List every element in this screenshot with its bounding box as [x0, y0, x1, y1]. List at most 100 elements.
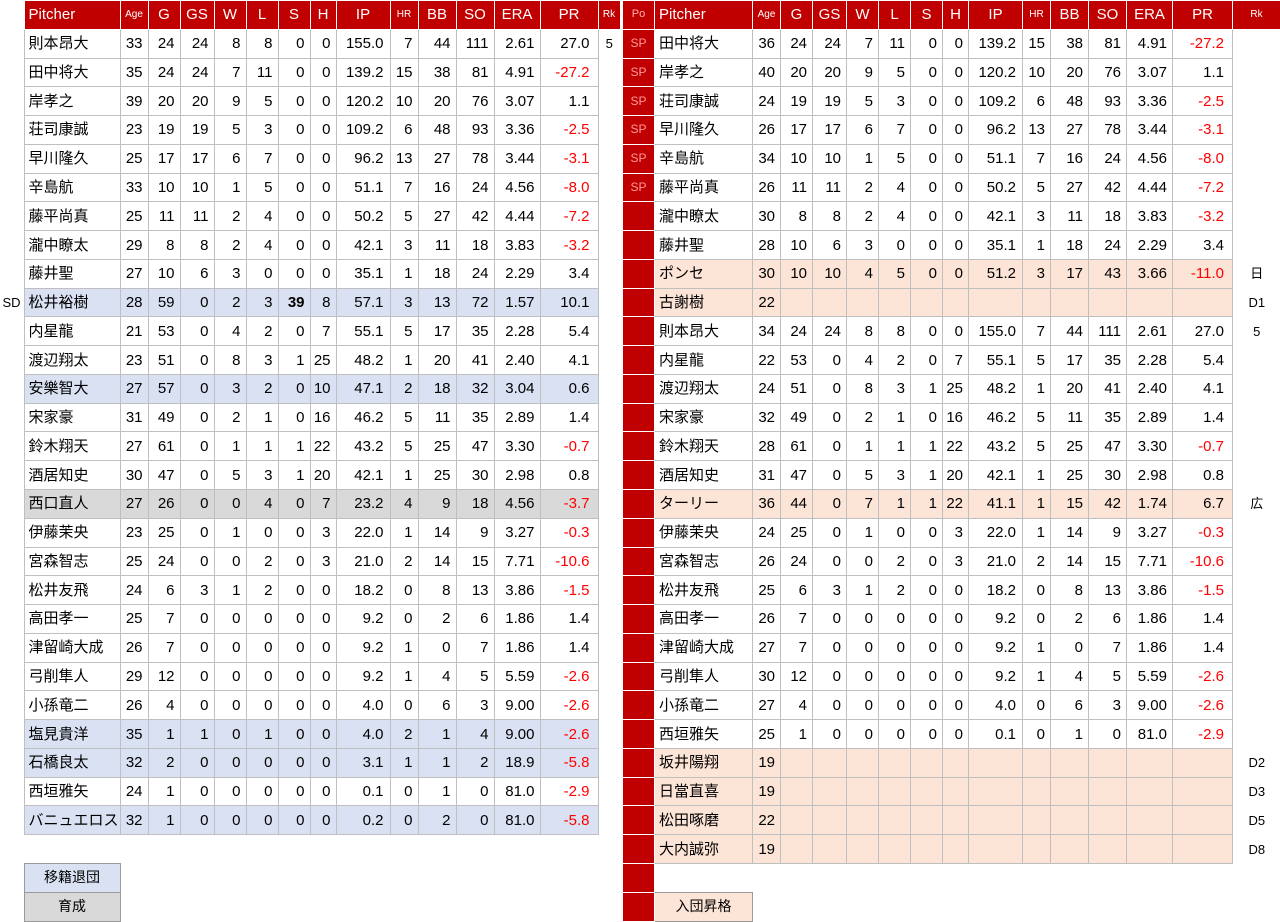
rank-note — [598, 806, 620, 835]
stat-g: 10 — [781, 231, 813, 260]
stat-ip: 41.1 — [969, 490, 1023, 519]
stat-s: 0 — [911, 231, 943, 260]
pitcher-name: 宋家豪 — [24, 403, 120, 432]
stat-hr: 3 — [390, 231, 418, 260]
stat-w: 2 — [214, 202, 246, 231]
row-side-label — [0, 691, 24, 720]
rank-note — [598, 116, 620, 145]
stat-so: 15 — [1089, 547, 1127, 576]
stat-gs: 0 — [180, 490, 214, 519]
rank-note — [598, 317, 620, 346]
stat-s: 1 — [911, 432, 943, 461]
stat-hr — [1023, 288, 1051, 317]
stat-bb — [1051, 777, 1089, 806]
stat-so: 30 — [1089, 461, 1127, 490]
stat-ip: 35.1 — [336, 259, 390, 288]
pitcher-name: 津留崎大成 — [24, 633, 120, 662]
stat-w: 1 — [214, 432, 246, 461]
stat-g: 49 — [148, 403, 180, 432]
rank-note — [598, 346, 620, 375]
stat-era: 2.98 — [1127, 461, 1173, 490]
rank-note — [1233, 87, 1280, 116]
stat-gs: 19 — [180, 116, 214, 145]
column-header-era: ERA — [1127, 1, 1173, 30]
stat-ip: 51.1 — [969, 144, 1023, 173]
stat-era — [1127, 835, 1173, 864]
column-header-s: S — [911, 1, 943, 30]
stat-bb: 2 — [418, 806, 456, 835]
stat-g: 7 — [781, 605, 813, 634]
stat-w — [847, 748, 879, 777]
stat-bb: 2 — [1051, 605, 1089, 634]
stat-ip: 155.0 — [336, 29, 390, 58]
stat-gs: 24 — [813, 317, 847, 346]
stat-so: 5 — [456, 662, 494, 691]
legend-row: 入団昇格 — [623, 892, 1280, 921]
blank-cell — [911, 892, 943, 921]
stat-era: 2.28 — [1127, 346, 1173, 375]
stat-age: 26 — [753, 173, 781, 202]
stat-w — [847, 288, 879, 317]
stat-gs — [813, 835, 847, 864]
stat-age: 30 — [753, 202, 781, 231]
stat-w: 4 — [847, 346, 879, 375]
pitcher-name: 松田啄磨 — [655, 806, 753, 835]
stat-pr: -2.9 — [1173, 720, 1233, 749]
stat-age: 28 — [753, 432, 781, 461]
stat-w: 0 — [214, 605, 246, 634]
stat-pr: 0.8 — [1173, 461, 1233, 490]
stat-hr: 1 — [390, 259, 418, 288]
stat-h: 0 — [310, 633, 336, 662]
blank-cell — [879, 892, 911, 921]
stat-ip: 9.2 — [336, 633, 390, 662]
stat-pr: 10.1 — [540, 288, 598, 317]
rank-note — [1233, 173, 1280, 202]
pitcher-name: 則本昂大 — [655, 317, 753, 346]
stat-h — [943, 777, 969, 806]
stat-ip: 9.2 — [969, 605, 1023, 634]
stat-age: 29 — [120, 662, 148, 691]
stat-pr: -10.6 — [540, 547, 598, 576]
stat-g — [781, 777, 813, 806]
stat-w: 0 — [847, 662, 879, 691]
stat-w — [847, 835, 879, 864]
stat-era: 3.27 — [1127, 518, 1173, 547]
stat-l: 0 — [246, 691, 278, 720]
stat-pr — [1173, 748, 1233, 777]
pitcher-name: 藤井聖 — [655, 231, 753, 260]
stat-gs: 0 — [180, 605, 214, 634]
stat-bb: 16 — [1051, 144, 1089, 173]
stat-g: 1 — [148, 720, 180, 749]
stat-era: 2.28 — [494, 317, 540, 346]
stat-g: 24 — [781, 317, 813, 346]
blank-cell — [336, 863, 390, 892]
stat-s: 0 — [278, 748, 310, 777]
pitcher-name: 小孫竜二 — [655, 691, 753, 720]
pitcher-name: 渡辺翔太 — [24, 346, 120, 375]
column-header-so: SO — [456, 1, 494, 30]
row-side-label — [0, 662, 24, 691]
stat-era: 4.56 — [494, 490, 540, 519]
stat-s: 0 — [278, 202, 310, 231]
stat-ip: 139.2 — [336, 58, 390, 87]
stat-hr: 0 — [1023, 720, 1051, 749]
stat-gs: 0 — [180, 547, 214, 576]
stat-h: 0 — [943, 58, 969, 87]
stat-l: 2 — [879, 346, 911, 375]
stat-l: 2 — [879, 547, 911, 576]
row-side-label — [0, 231, 24, 260]
stat-w: 3 — [847, 231, 879, 260]
blank-cell — [418, 892, 456, 921]
stat-h: 25 — [943, 374, 969, 403]
stat-g: 20 — [781, 58, 813, 87]
stat-h: 0 — [943, 231, 969, 260]
blank-cell — [278, 835, 310, 864]
stat-hr: 7 — [390, 29, 418, 58]
stat-hr: 6 — [390, 116, 418, 145]
